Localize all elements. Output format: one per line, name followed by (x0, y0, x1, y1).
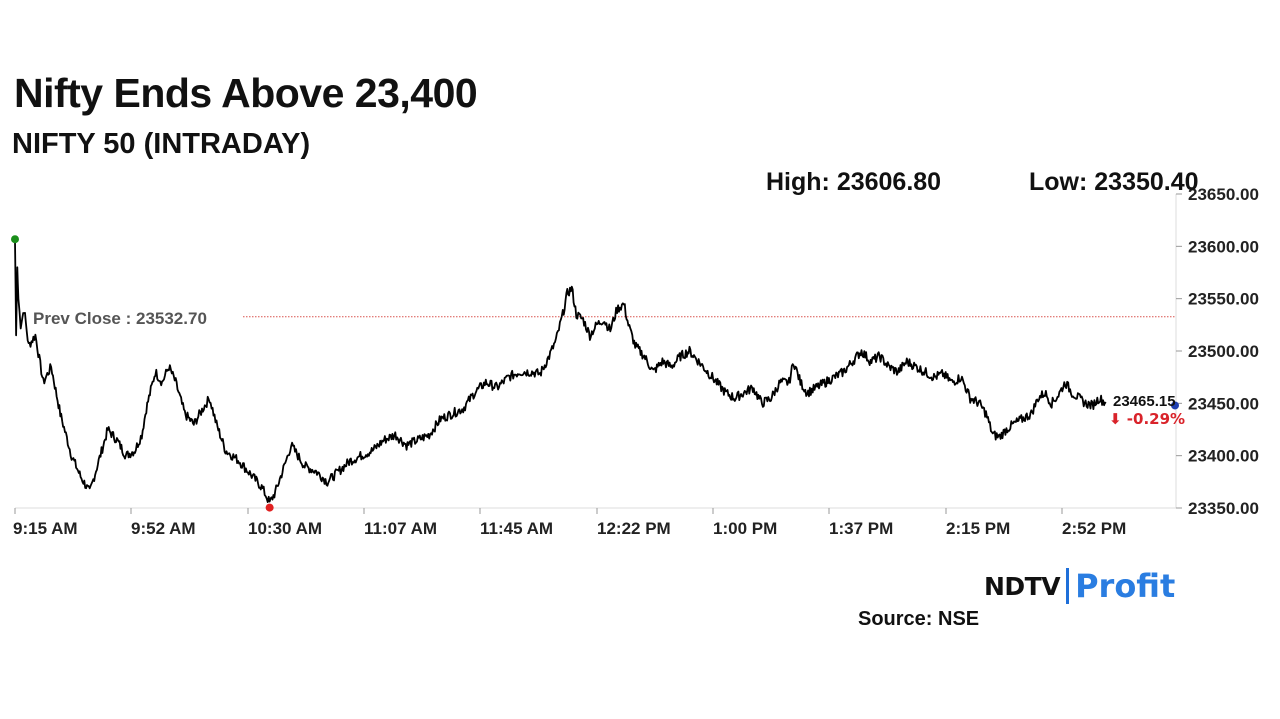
y-tick-label: 23650.00 (1188, 185, 1259, 204)
source-note: Source: NSE (858, 608, 980, 630)
logo-separator (1066, 568, 1070, 604)
prev-close-label: Prev Close : 23532.70 (33, 309, 207, 328)
y-tick-label: 23600.00 (1188, 237, 1259, 256)
last-price-marker (1171, 401, 1179, 410)
chart-subtitle: NIFTY 50 (INTRADAY) (12, 128, 311, 160)
last-price-label: 23465.15 (1113, 393, 1176, 410)
x-tick-label: 9:52 AM (131, 519, 196, 538)
day-low-label: Low: 23350.40 (1029, 168, 1199, 196)
chart-title: Nifty Ends Above 23,400 (14, 70, 478, 116)
logo-profit-text: Profit (1075, 567, 1176, 605)
x-tick-label: 11:45 AM (480, 519, 553, 538)
day-high-label: High: 23606.80 (766, 168, 942, 196)
day-high-marker (11, 235, 19, 244)
series-line-nifty (14, 241, 1107, 503)
x-tick-label: 10:30 AM (248, 519, 322, 538)
x-tick-label: 2:52 PM (1062, 519, 1126, 538)
x-tick-label: 1:37 PM (829, 519, 893, 538)
logo-ndtv-text: NDTV (984, 571, 1061, 601)
ndtv-profit-logo: NDTV Profit (984, 566, 1175, 606)
x-tick-label: 9:15 AM (13, 519, 78, 538)
x-tick-label: 2:15 PM (946, 519, 1010, 538)
x-tick-label: 12:22 PM (597, 519, 671, 538)
y-tick-label: 23450.00 (1188, 394, 1259, 413)
y-tick-label: 23500.00 (1188, 342, 1259, 361)
day-low-marker (265, 503, 274, 512)
y-tick-label: 23550.00 (1188, 290, 1259, 309)
y-tick-label: 23400.00 (1188, 447, 1259, 466)
last-change-label: ⬇ -0.29% (1109, 410, 1185, 428)
x-tick-label: 11:07 AM (364, 519, 437, 538)
y-tick-label: 23350.00 (1188, 499, 1259, 518)
x-tick-label: 1:00 PM (713, 519, 777, 538)
